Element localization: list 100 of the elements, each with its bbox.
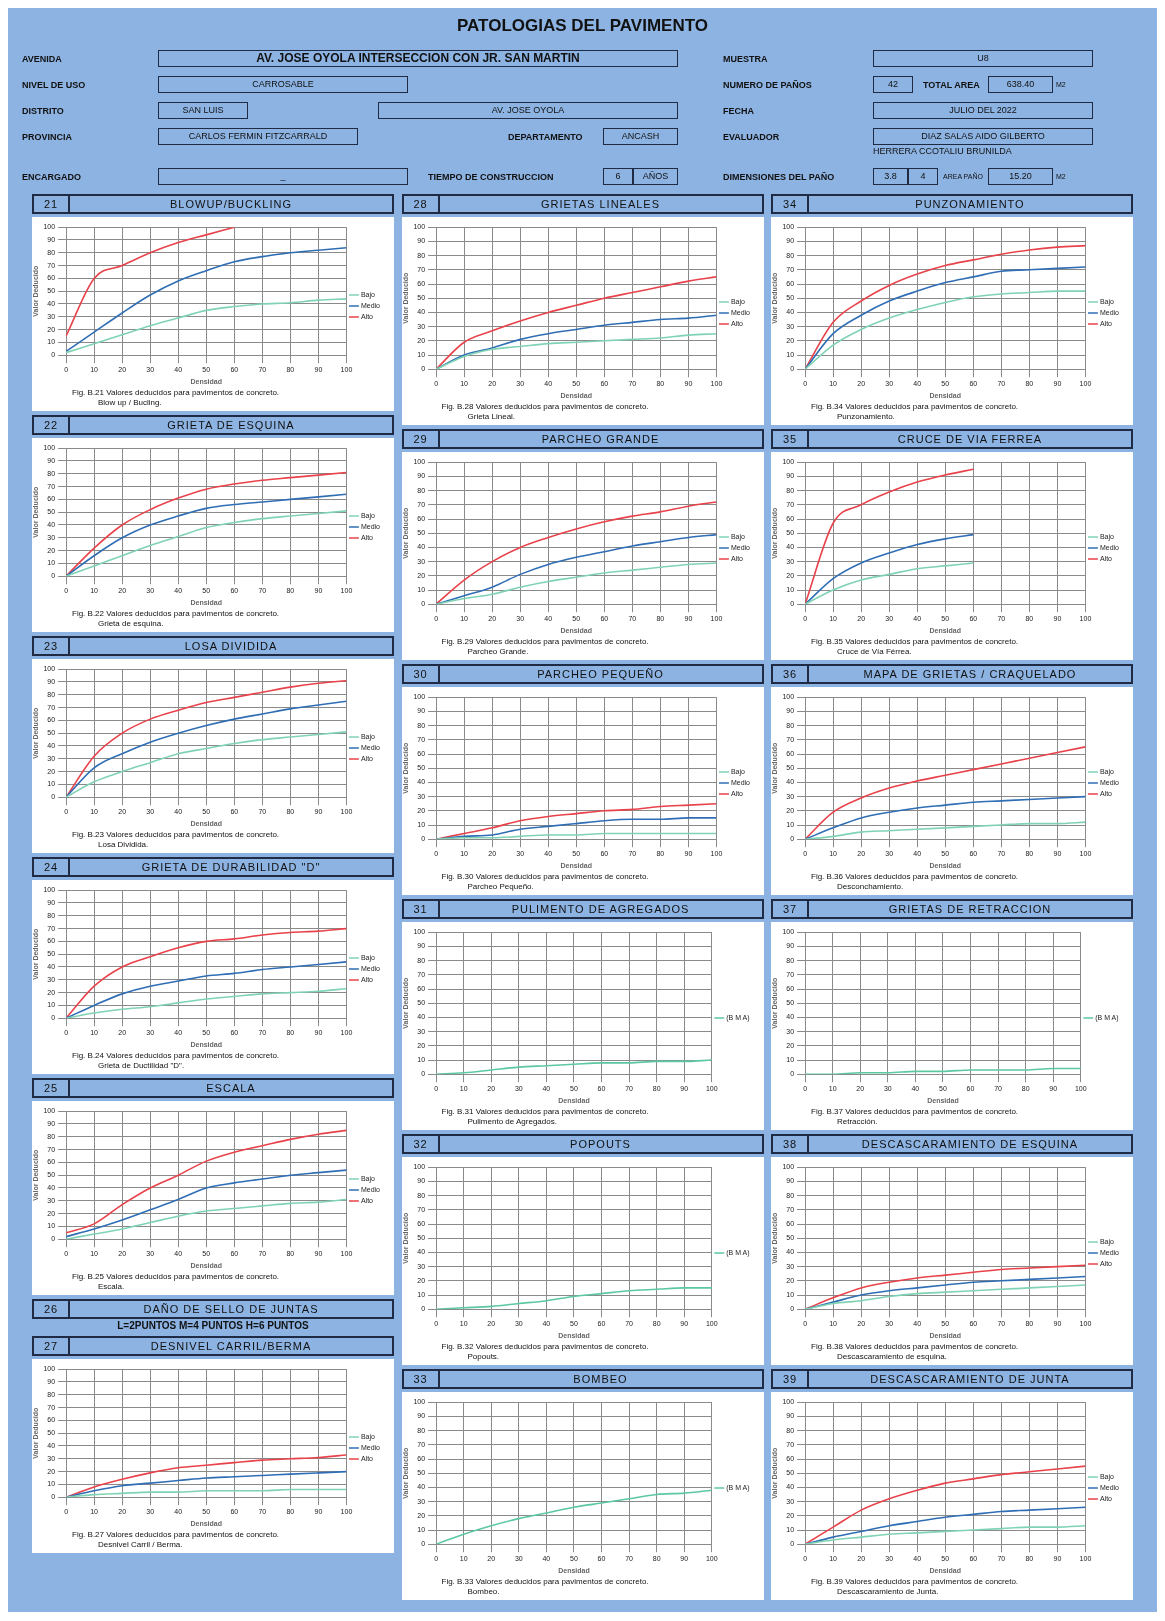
text: Bombeo. (467, 1587, 500, 1596)
text: 638.40 (988, 76, 1053, 93)
chart-subtitle: 38 (773, 1136, 809, 1152)
text: NUMERO DE PAÑOS (723, 79, 813, 92)
chart-subtitle: 29 (403, 431, 440, 447)
line-series (66, 1488, 347, 1498)
text: Popouts. (467, 1352, 500, 1361)
chart-title: PARCHEO PEQUEÑO (536, 667, 665, 682)
text: Fig. B.29 Valores deducidos para pavimentos de concreto. (441, 637, 649, 646)
text: AV. JOSE OYOLA INTERSECCION CON JR. SAN MARTIN (158, 50, 678, 67)
chart-subtitle: 37 (773, 901, 809, 917)
chart-title: GRIETAS LINEALES (539, 197, 662, 212)
text: Fig. B.21 Valores deducidos para pavimentos de concreto. (72, 388, 280, 397)
text: Fig. B.36 Valores deducidos para pavimentos de concreto. (811, 872, 1019, 881)
text: 15.20 (988, 168, 1053, 185)
chart-title: PUNZONAMIENTO (914, 197, 1026, 212)
text: Parcheo Pequeño. (467, 882, 534, 891)
text: ANCASH (603, 128, 678, 145)
chart-title: BOMBEO (572, 1372, 629, 1387)
chart-title: BLOWUP/BUCKLING (169, 197, 293, 212)
text: Fig. B.35 Valores deducidos para pavimentos de concreto. (811, 637, 1019, 646)
text: TOTAL AREA (923, 79, 981, 92)
text: Descascaramiento de Junta. (837, 1587, 939, 1596)
text: Desconchamiento. (837, 882, 904, 891)
chart-title: LOSA DIVIDIDA (183, 639, 279, 654)
text: Fig. B.39 Valores deducidos para pavimentos de concreto. (811, 1577, 1019, 1586)
text: 6 (603, 168, 633, 185)
chart-title: DESNIVEL CARRIL/BERMA (149, 1339, 313, 1354)
text: PATOLOGIAS DEL PAVIMENTO (456, 16, 709, 36)
text: Grieta de esquina. (98, 619, 164, 628)
text: Fig. B.34 Valores deducidos para pavimentos de concreto. (811, 402, 1019, 411)
chart-title: DESCASCARAMIENTO DE JUNTA (869, 1372, 1071, 1387)
chart-subtitle: 21 (34, 196, 70, 212)
text: _ (158, 168, 408, 185)
text: Fig. B.25 Valores deducidos para pavimentos de concreto. (72, 1272, 280, 1281)
text: ENCARGADO (22, 171, 82, 184)
text: 26 (34, 1301, 70, 1317)
chart-title: CRUCE DE VIA FERREA (896, 432, 1044, 447)
chart-title: GRIETA DE ESQUINA (166, 418, 296, 433)
text: CARLOS FERMIN FITZCARRALD (158, 128, 358, 145)
text: Losa Dividida. (98, 840, 149, 849)
text: SAN LUIS (158, 102, 248, 119)
text: Fig. B.38 Valores deducidos para pavimentos de concreto. (811, 1342, 1019, 1351)
text: NIVEL DE USO (22, 79, 87, 92)
chart-subtitle: 25 (34, 1080, 70, 1096)
text: Fig. B.22 Valores deducidos para pavimentos de concreto. (72, 609, 280, 618)
text: JULIO DEL 2022 (873, 102, 1093, 119)
chart-subtitle: 28 (403, 196, 440, 212)
chart-subtitle: 24 (34, 859, 70, 875)
text: AVENIDA (22, 53, 63, 66)
line-series (66, 227, 236, 337)
text: Fig. B.37 Valores deducidos para pavimentos de concreto. (811, 1107, 1019, 1116)
text: DAÑO DE SELLO DE JUNTAS (142, 1302, 320, 1317)
text: Fig. B.23 Valores deducidos para pavimentos de concreto. (72, 830, 280, 839)
text: Parcheo Grande. (467, 647, 529, 656)
text: DISTRITO (22, 105, 65, 118)
chart-title: MAPA DE GRIETAS / CRAQUELADO (862, 667, 1078, 682)
text: Fig. B.31 Valores deducidos para pavimentos de concreto. (441, 1107, 649, 1116)
text: MUESTRA (723, 53, 769, 66)
text: Retracción. (837, 1117, 878, 1126)
text: 3.8 (873, 168, 908, 185)
chart-subtitle: 32 (403, 1136, 440, 1152)
chart-title: PARCHEO GRANDE (540, 432, 661, 447)
text: 4 (908, 168, 938, 185)
text: DIMENSIONES DEL PAÑO (723, 171, 836, 184)
text: DEPARTAMENTO (508, 131, 584, 144)
chart-subtitle: 35 (773, 431, 809, 447)
text: EVALUADOR (723, 131, 781, 144)
chart-subtitle: 33 (403, 1371, 440, 1387)
text: Escala. (98, 1282, 125, 1291)
text: CARROSABLE (158, 76, 408, 93)
chart-title: ESCALA (205, 1081, 257, 1096)
text: Punzonamiento. (837, 412, 895, 421)
text: Descascaramiento de esquina. (837, 1352, 947, 1361)
chart-title: PULIMENTO DE AGREGADOS (510, 902, 691, 917)
text: Fig. B.28 Valores deducidos para pavimentos de concreto. (441, 402, 649, 411)
chart-subtitle: 36 (773, 666, 809, 682)
chart-subtitle: 34 (773, 196, 809, 212)
text: AÑOS (633, 168, 678, 185)
text: Blow up / Bucling. (98, 398, 162, 407)
chart-title: GRIETAS DE RETRACCION (887, 902, 1053, 917)
chart-title: POPOUTS (569, 1137, 632, 1152)
chart-subtitle: 31 (403, 901, 440, 917)
text: DIAZ SALAS AIDO GILBERTO (873, 128, 1093, 145)
text: Fig. B.27 Valores deducidos para pavimentos de concreto. (72, 1530, 280, 1539)
chart-subtitle: 39 (773, 1371, 809, 1387)
text: TIEMPO DE CONSTRUCCION (428, 171, 555, 184)
text: AV. JOSE OYOLA (378, 102, 678, 119)
line-series (805, 562, 975, 605)
text: PROVINCIA (22, 131, 73, 144)
text: Fig. B.30 Valores deducidos para pavimentos de concreto. (441, 872, 649, 881)
text: 42 (873, 76, 913, 93)
chart-title: GRIETA DE DURABILIDAD "D" (140, 860, 322, 875)
text: Cruce de Vía Férrea. (837, 647, 912, 656)
chart-title: DESCASCARAMIENTO DE ESQUINA (860, 1137, 1080, 1152)
chart-subtitle: 22 (34, 417, 70, 433)
text: HERRERA CCOTALIU BRUNILDA (873, 145, 1013, 158)
text: Grieta de Ductilidad "D". (98, 1061, 185, 1070)
text: Fig. B.24 Valores deducidos para pavimentos de concreto. (72, 1051, 280, 1060)
text: Fig. B.33 Valores deducidos para pavimentos de concreto. (441, 1577, 649, 1586)
